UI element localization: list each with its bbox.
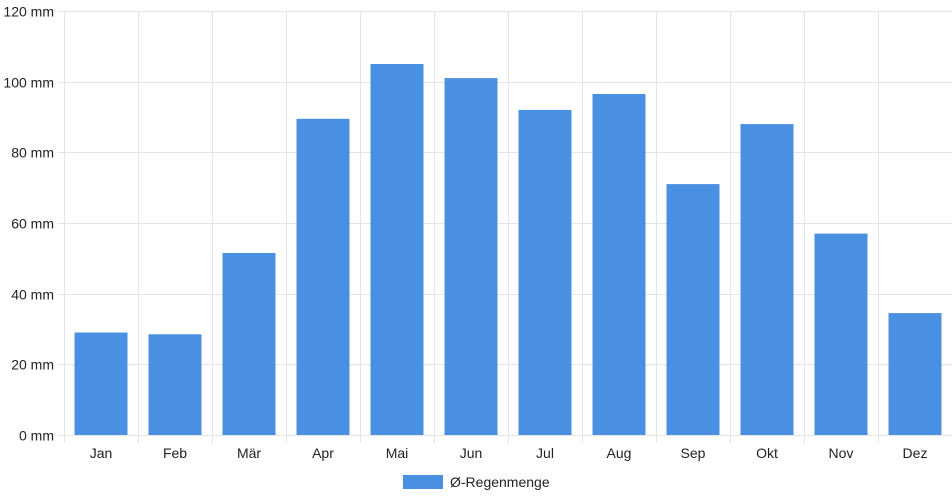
legend-swatch <box>403 475 443 489</box>
bar-feb[interactable] <box>148 334 202 435</box>
bar-mär[interactable] <box>222 253 276 435</box>
x-tick-label: Aug <box>607 445 632 461</box>
bar-apr[interactable] <box>296 118 350 436</box>
bar-aug[interactable] <box>592 94 646 435</box>
legend-label: Ø-Regenmenge <box>450 474 550 490</box>
y-axis: 0 mm 20 mm 40 mm 60 mm 80 mm 100 mm 120 mm <box>3 4 54 444</box>
x-tick-label: Mär <box>237 445 261 461</box>
bar-dez[interactable] <box>888 313 942 435</box>
y-tick-label: 60 mm <box>11 216 54 232</box>
bar-jul[interactable] <box>518 109 572 436</box>
bar-series <box>74 64 942 436</box>
x-axis: Jan Feb Mär Apr Mai Jun Jul Aug Sep Okt Nov Dez <box>90 445 928 461</box>
x-tick-label: Mai <box>386 445 409 461</box>
y-tick-label: 120 mm <box>3 4 54 20</box>
x-tick-label: Jan <box>90 445 113 461</box>
bar-jan[interactable] <box>74 332 128 436</box>
x-tick-label: Sep <box>681 445 706 461</box>
x-tick-label: Nov <box>829 445 854 461</box>
bar-nov[interactable] <box>814 233 868 435</box>
grid-lines <box>58 11 952 443</box>
bar-mai[interactable] <box>370 64 424 435</box>
x-tick-label: Apr <box>312 445 334 461</box>
y-tick-label: 100 mm <box>3 75 54 91</box>
legend[interactable]: Ø-Regenmenge <box>403 474 550 490</box>
x-tick-label: Dez <box>903 445 928 461</box>
y-tick-label: 80 mm <box>11 145 54 161</box>
x-tick-label: Okt <box>756 445 778 461</box>
bar-jun[interactable] <box>444 78 498 435</box>
x-tick-label: Jun <box>460 445 483 461</box>
x-tick-label: Jul <box>536 445 554 461</box>
x-tick-label: Feb <box>163 445 187 461</box>
y-tick-label: 40 mm <box>11 287 54 303</box>
y-tick-label: 0 mm <box>19 428 54 444</box>
bar-sep[interactable] <box>666 184 720 435</box>
y-tick-label: 20 mm <box>11 357 54 373</box>
bar-okt[interactable] <box>740 124 794 435</box>
